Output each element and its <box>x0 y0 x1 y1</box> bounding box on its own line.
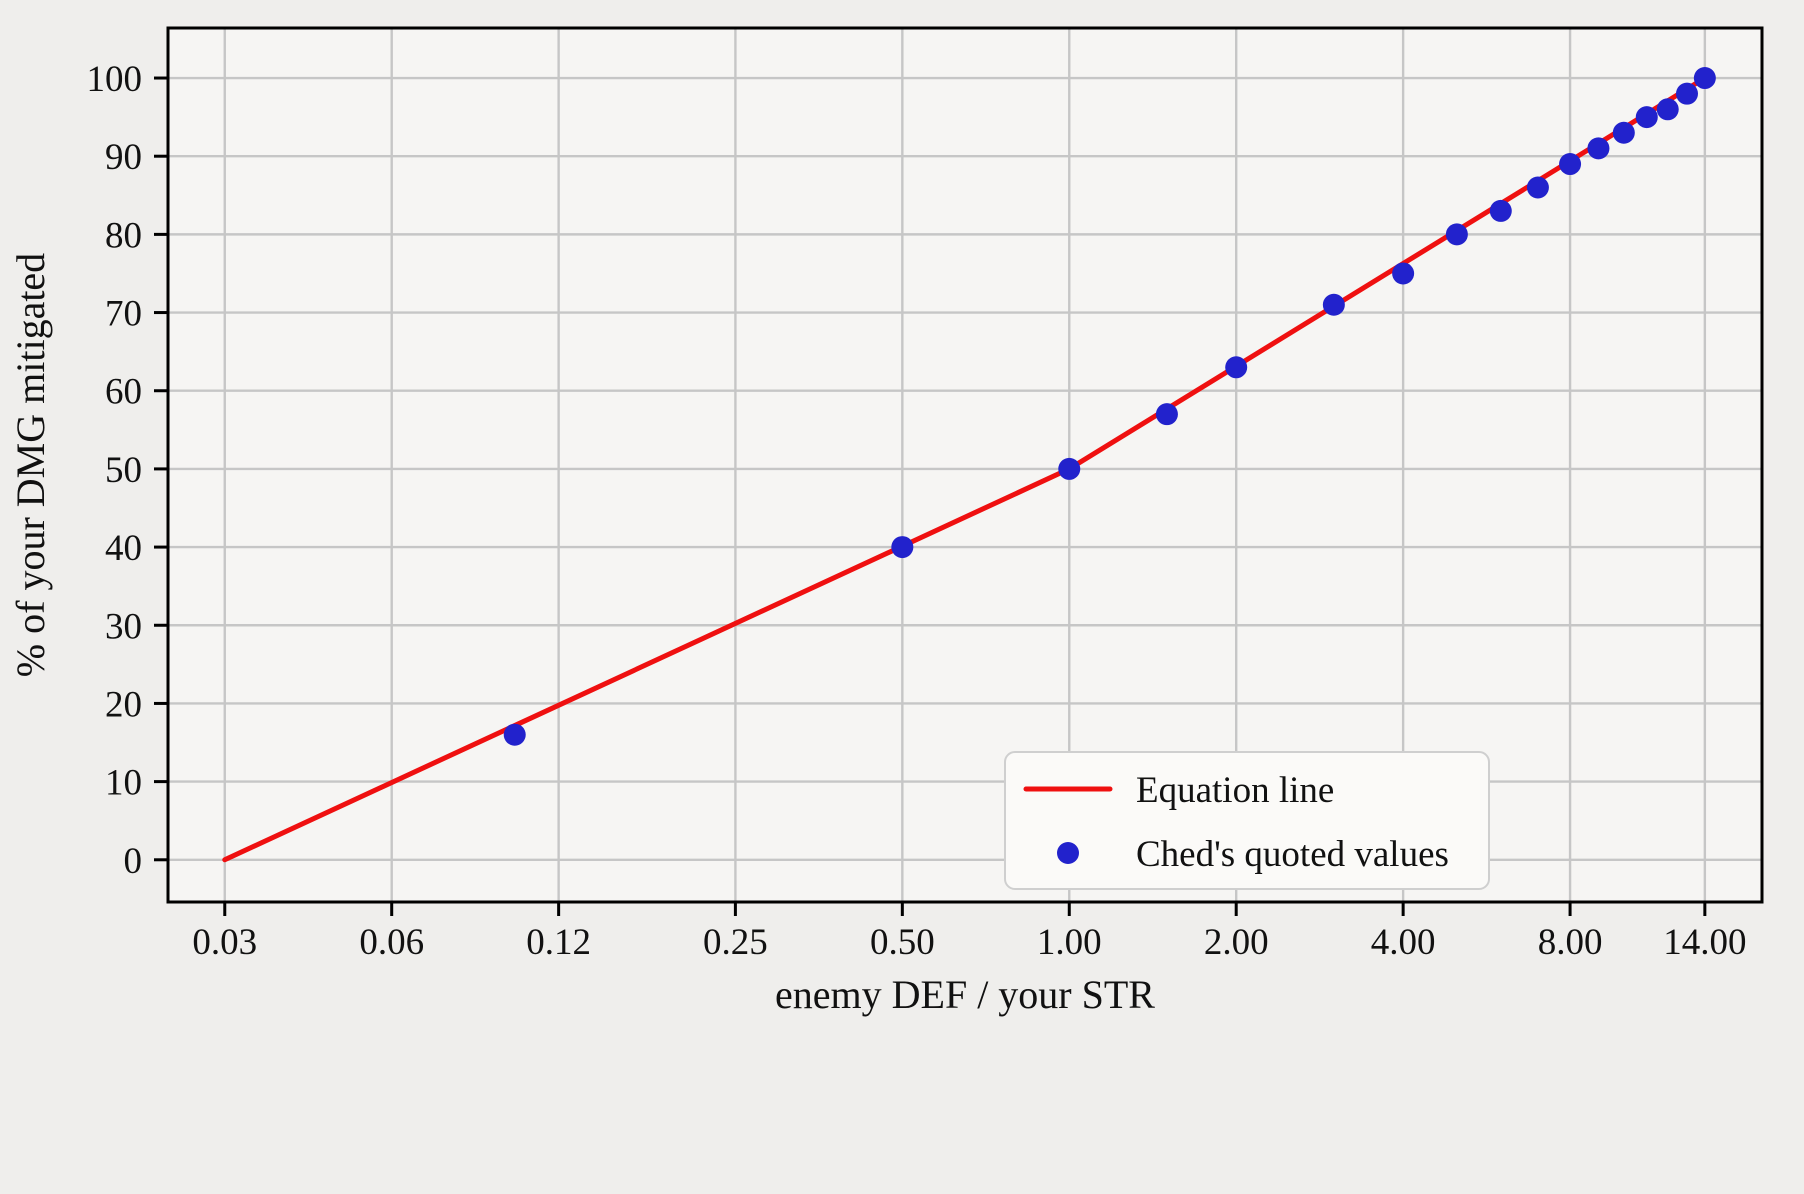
data-point <box>891 536 914 559</box>
plot-background <box>168 28 1762 902</box>
x-tick-label: 4.00 <box>1371 922 1436 963</box>
data-point <box>1445 223 1468 246</box>
legend-box <box>1004 751 1490 890</box>
y-tick-label: 50 <box>105 450 142 491</box>
legend-entry-cheds-quoted-values: Ched's quoted values <box>1136 834 1449 875</box>
data-point <box>1392 262 1415 285</box>
y-tick-label: 0 <box>124 841 143 882</box>
data-point <box>1322 293 1345 316</box>
data-point <box>1225 356 1248 379</box>
y-tick-label: 100 <box>87 59 143 100</box>
y-tick-label: 90 <box>105 137 142 178</box>
x-tick-label: 0.03 <box>192 922 257 963</box>
legend: Equation line Ched's quoted values <box>1004 751 1490 890</box>
x-tick-label: 0.50 <box>870 922 935 963</box>
data-point <box>1635 106 1658 129</box>
x-tick-label: 8.00 <box>1538 922 1603 963</box>
data-point <box>1526 176 1549 199</box>
y-tick-label: 30 <box>105 606 142 647</box>
axes-spines <box>166 26 1764 904</box>
x-tick-label: 0.06 <box>359 922 424 963</box>
plot-render-layer: 0.03 0.06 0.12 0.25 0.50 1.00 2.00 4.00 8.00 14.0… <box>87 26 1764 963</box>
y-tick-label: 40 <box>105 528 142 569</box>
tick-labels: 0.03 0.06 0.12 0.25 0.50 1.00 2.00 4.00 8.00 14.0… <box>87 59 1747 963</box>
y-axis-label: % of your DMG mitigated <box>8 253 53 677</box>
data-point <box>1587 137 1610 160</box>
x-tick-label: 0.12 <box>526 922 591 963</box>
data-point <box>503 723 526 746</box>
y-tick-label: 80 <box>105 215 142 256</box>
data-point <box>1693 67 1716 90</box>
y-tick-label: 70 <box>105 294 142 335</box>
data-point <box>1675 82 1698 105</box>
y-tick-label: 10 <box>105 763 142 804</box>
data-point <box>1656 98 1679 121</box>
data-point <box>1559 153 1582 176</box>
x-tick-label: 2.00 <box>1204 922 1269 963</box>
ticks <box>154 76 1707 916</box>
data-point <box>1058 457 1081 480</box>
x-tick-label: 14.00 <box>1663 922 1746 963</box>
legend-point-sample <box>1057 842 1079 864</box>
y-tick-label: 20 <box>105 684 142 725</box>
x-tick-label: 0.25 <box>703 922 768 963</box>
x-axis-label: enemy DEF / your STR <box>775 972 1155 1017</box>
data-point <box>1489 199 1512 222</box>
legend-entry-equation-line: Equation line <box>1136 770 1334 811</box>
data-point <box>1155 403 1178 426</box>
data-point <box>1612 121 1635 144</box>
x-tick-label: 1.00 <box>1037 922 1102 963</box>
y-tick-label: 60 <box>105 372 142 413</box>
data-points <box>503 67 1716 746</box>
